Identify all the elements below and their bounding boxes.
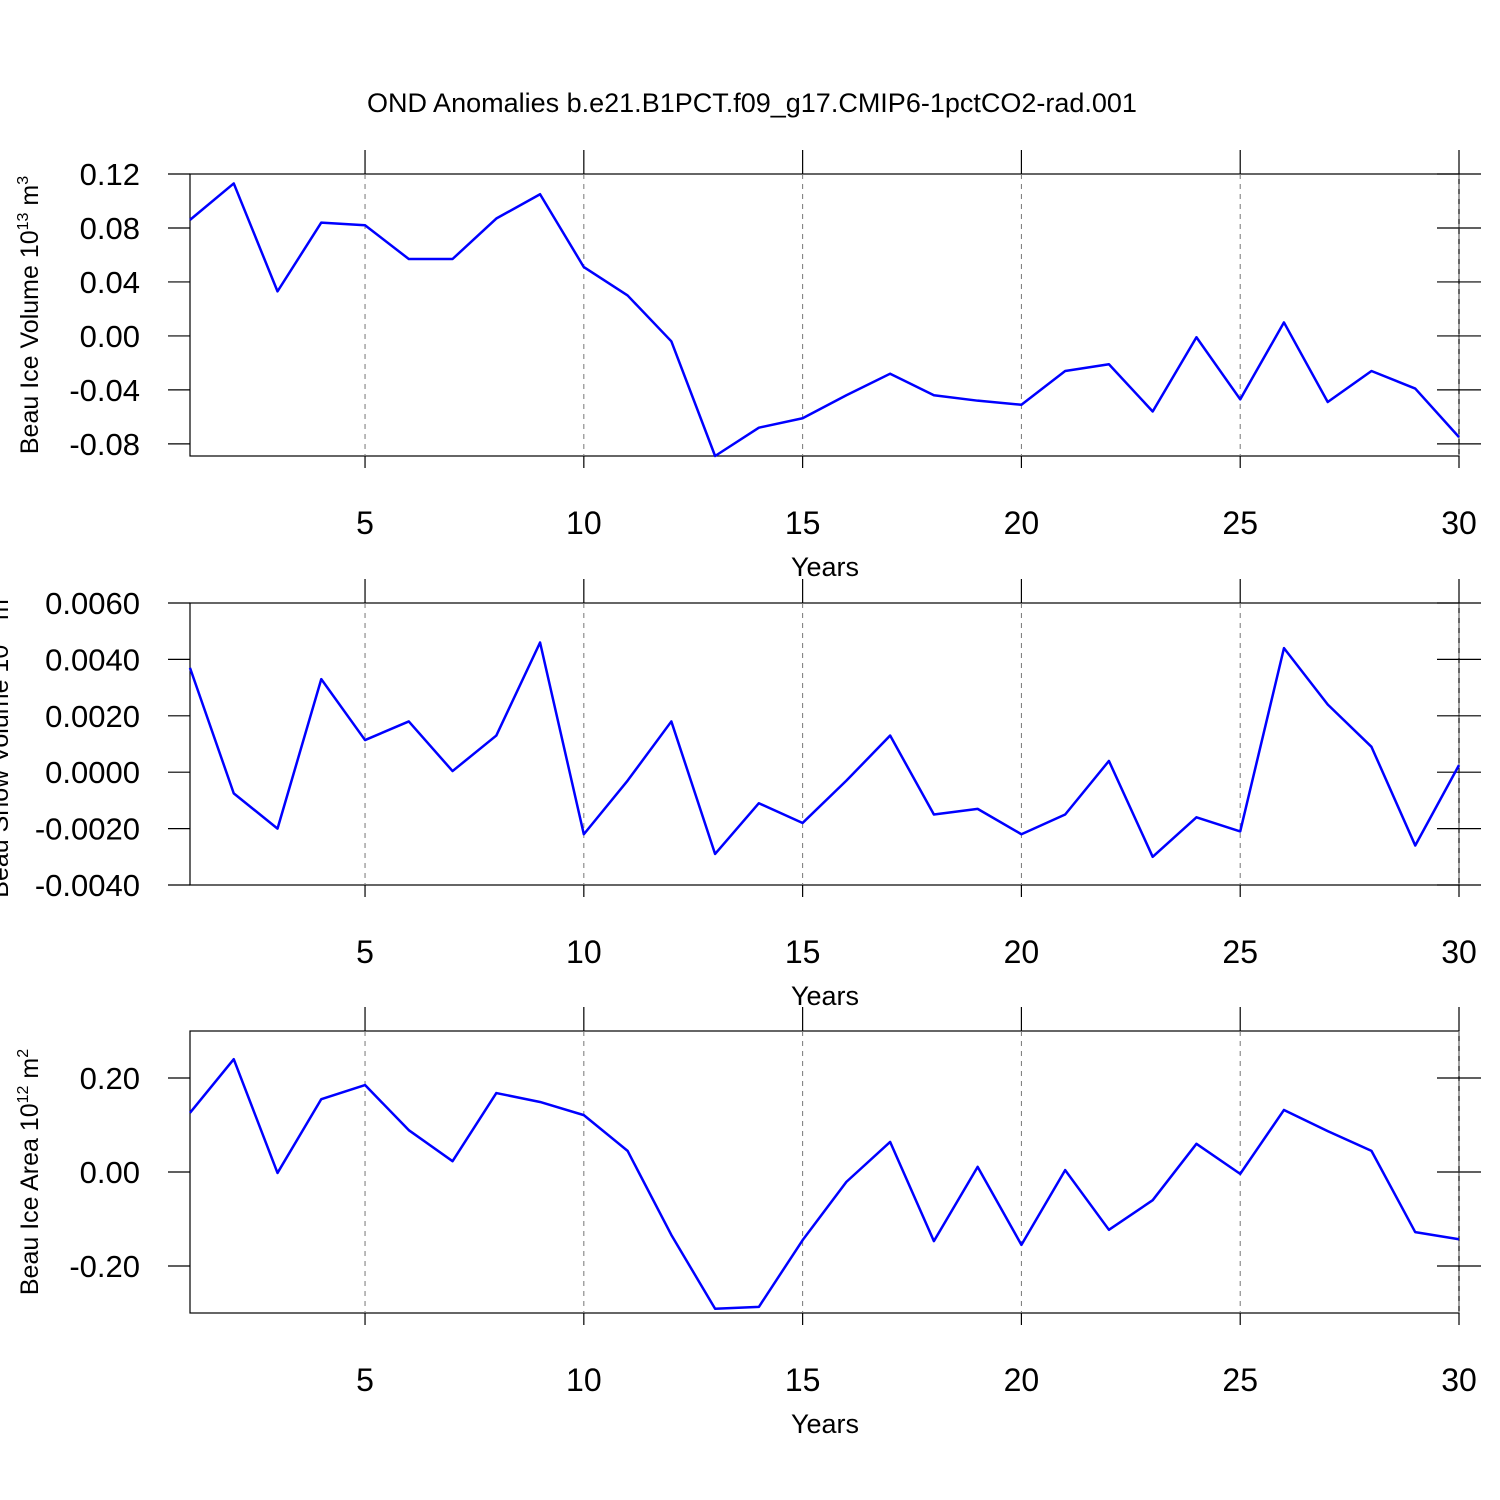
x-tick-label: 20 (1004, 934, 1040, 970)
x-tick-label: 15 (785, 934, 821, 970)
y-tick-label: 0.12 (80, 157, 140, 192)
y-axis-label-exponent: 13 (0, 627, 2, 645)
y-axis-label-exponent: 2 (15, 1049, 32, 1058)
plot-frame (189, 602, 1460, 886)
y-axis-label-exponent: 13 (15, 212, 32, 230)
y-axis-label-part: Beau Ice Area 10 (16, 1103, 44, 1295)
x-tick-label: 30 (1441, 934, 1477, 970)
y-tick-label: 0.04 (80, 265, 140, 300)
y-axis-label-exponent: 3 (15, 176, 32, 185)
y-tick-label: 0.0000 (45, 755, 140, 790)
y-tick-label: -0.0040 (35, 868, 140, 903)
y-axis-label-part: Beau Snow Volume 10 (0, 645, 14, 898)
x-tick-label: 10 (566, 934, 602, 970)
y-tick-label: -0.20 (69, 1249, 140, 1284)
y-axis-label-exponent: 12 (15, 1085, 32, 1103)
y-axis-label-part: m (16, 185, 44, 213)
y-axis-label-exponent: 3 (0, 590, 2, 599)
y-axis-label-part: Beau Ice Volume 10 (16, 230, 44, 454)
data-line (189, 182, 1460, 458)
y-tick-label: 0.00 (80, 319, 140, 354)
x-tick-label: 10 (566, 1362, 602, 1398)
plot-frame (189, 1030, 1460, 1314)
x-tick-label: 25 (1222, 1362, 1258, 1398)
y-tick-label: 0.20 (80, 1061, 140, 1096)
x-axis-label: Years (791, 1409, 859, 1439)
y-axis-label: Beau Ice Area 1012 m2 (15, 1049, 44, 1295)
y-tick-label: -0.08 (69, 427, 140, 462)
y-tick-label: -0.0020 (35, 812, 140, 847)
x-tick-label: 10 (566, 505, 602, 541)
y-axis-label-part: m (0, 599, 14, 627)
x-tick-label: 30 (1441, 505, 1477, 541)
plot-frame (189, 173, 1460, 457)
y-tick-label: 0.0020 (45, 699, 140, 734)
figure-title: OND Anomalies b.e21.B1PCT.f09_g17.CMIP6-… (367, 88, 1137, 118)
x-tick-label: 20 (1004, 1362, 1040, 1398)
x-tick-label: 5 (356, 934, 374, 970)
x-tick-label: 25 (1222, 505, 1258, 541)
y-tick-label: 0.0060 (45, 586, 140, 621)
y-axis-label-part: m (16, 1058, 44, 1086)
y-tick-label: 0.08 (80, 211, 140, 246)
x-tick-label: 5 (356, 1362, 374, 1398)
x-tick-label: 20 (1004, 505, 1040, 541)
y-tick-label: -0.04 (69, 373, 140, 408)
x-tick-label: 5 (356, 505, 374, 541)
y-tick-label: 0.00 (80, 1155, 140, 1190)
y-axis-label: Beau Snow Volume 1013 m3 (0, 590, 14, 898)
y-axis-label: Beau Ice Volume 1013 m3 (15, 176, 44, 454)
x-tick-label: 25 (1222, 934, 1258, 970)
data-line (189, 1057, 1460, 1311)
x-tick-label: 30 (1441, 1362, 1477, 1398)
y-tick-label: 0.0040 (45, 642, 140, 677)
x-axis-label: Years (791, 981, 859, 1011)
x-tick-label: 15 (785, 1362, 821, 1398)
x-axis-label: Years (791, 552, 859, 582)
x-tick-label: 15 (785, 505, 821, 541)
data-line (188, 641, 1461, 859)
